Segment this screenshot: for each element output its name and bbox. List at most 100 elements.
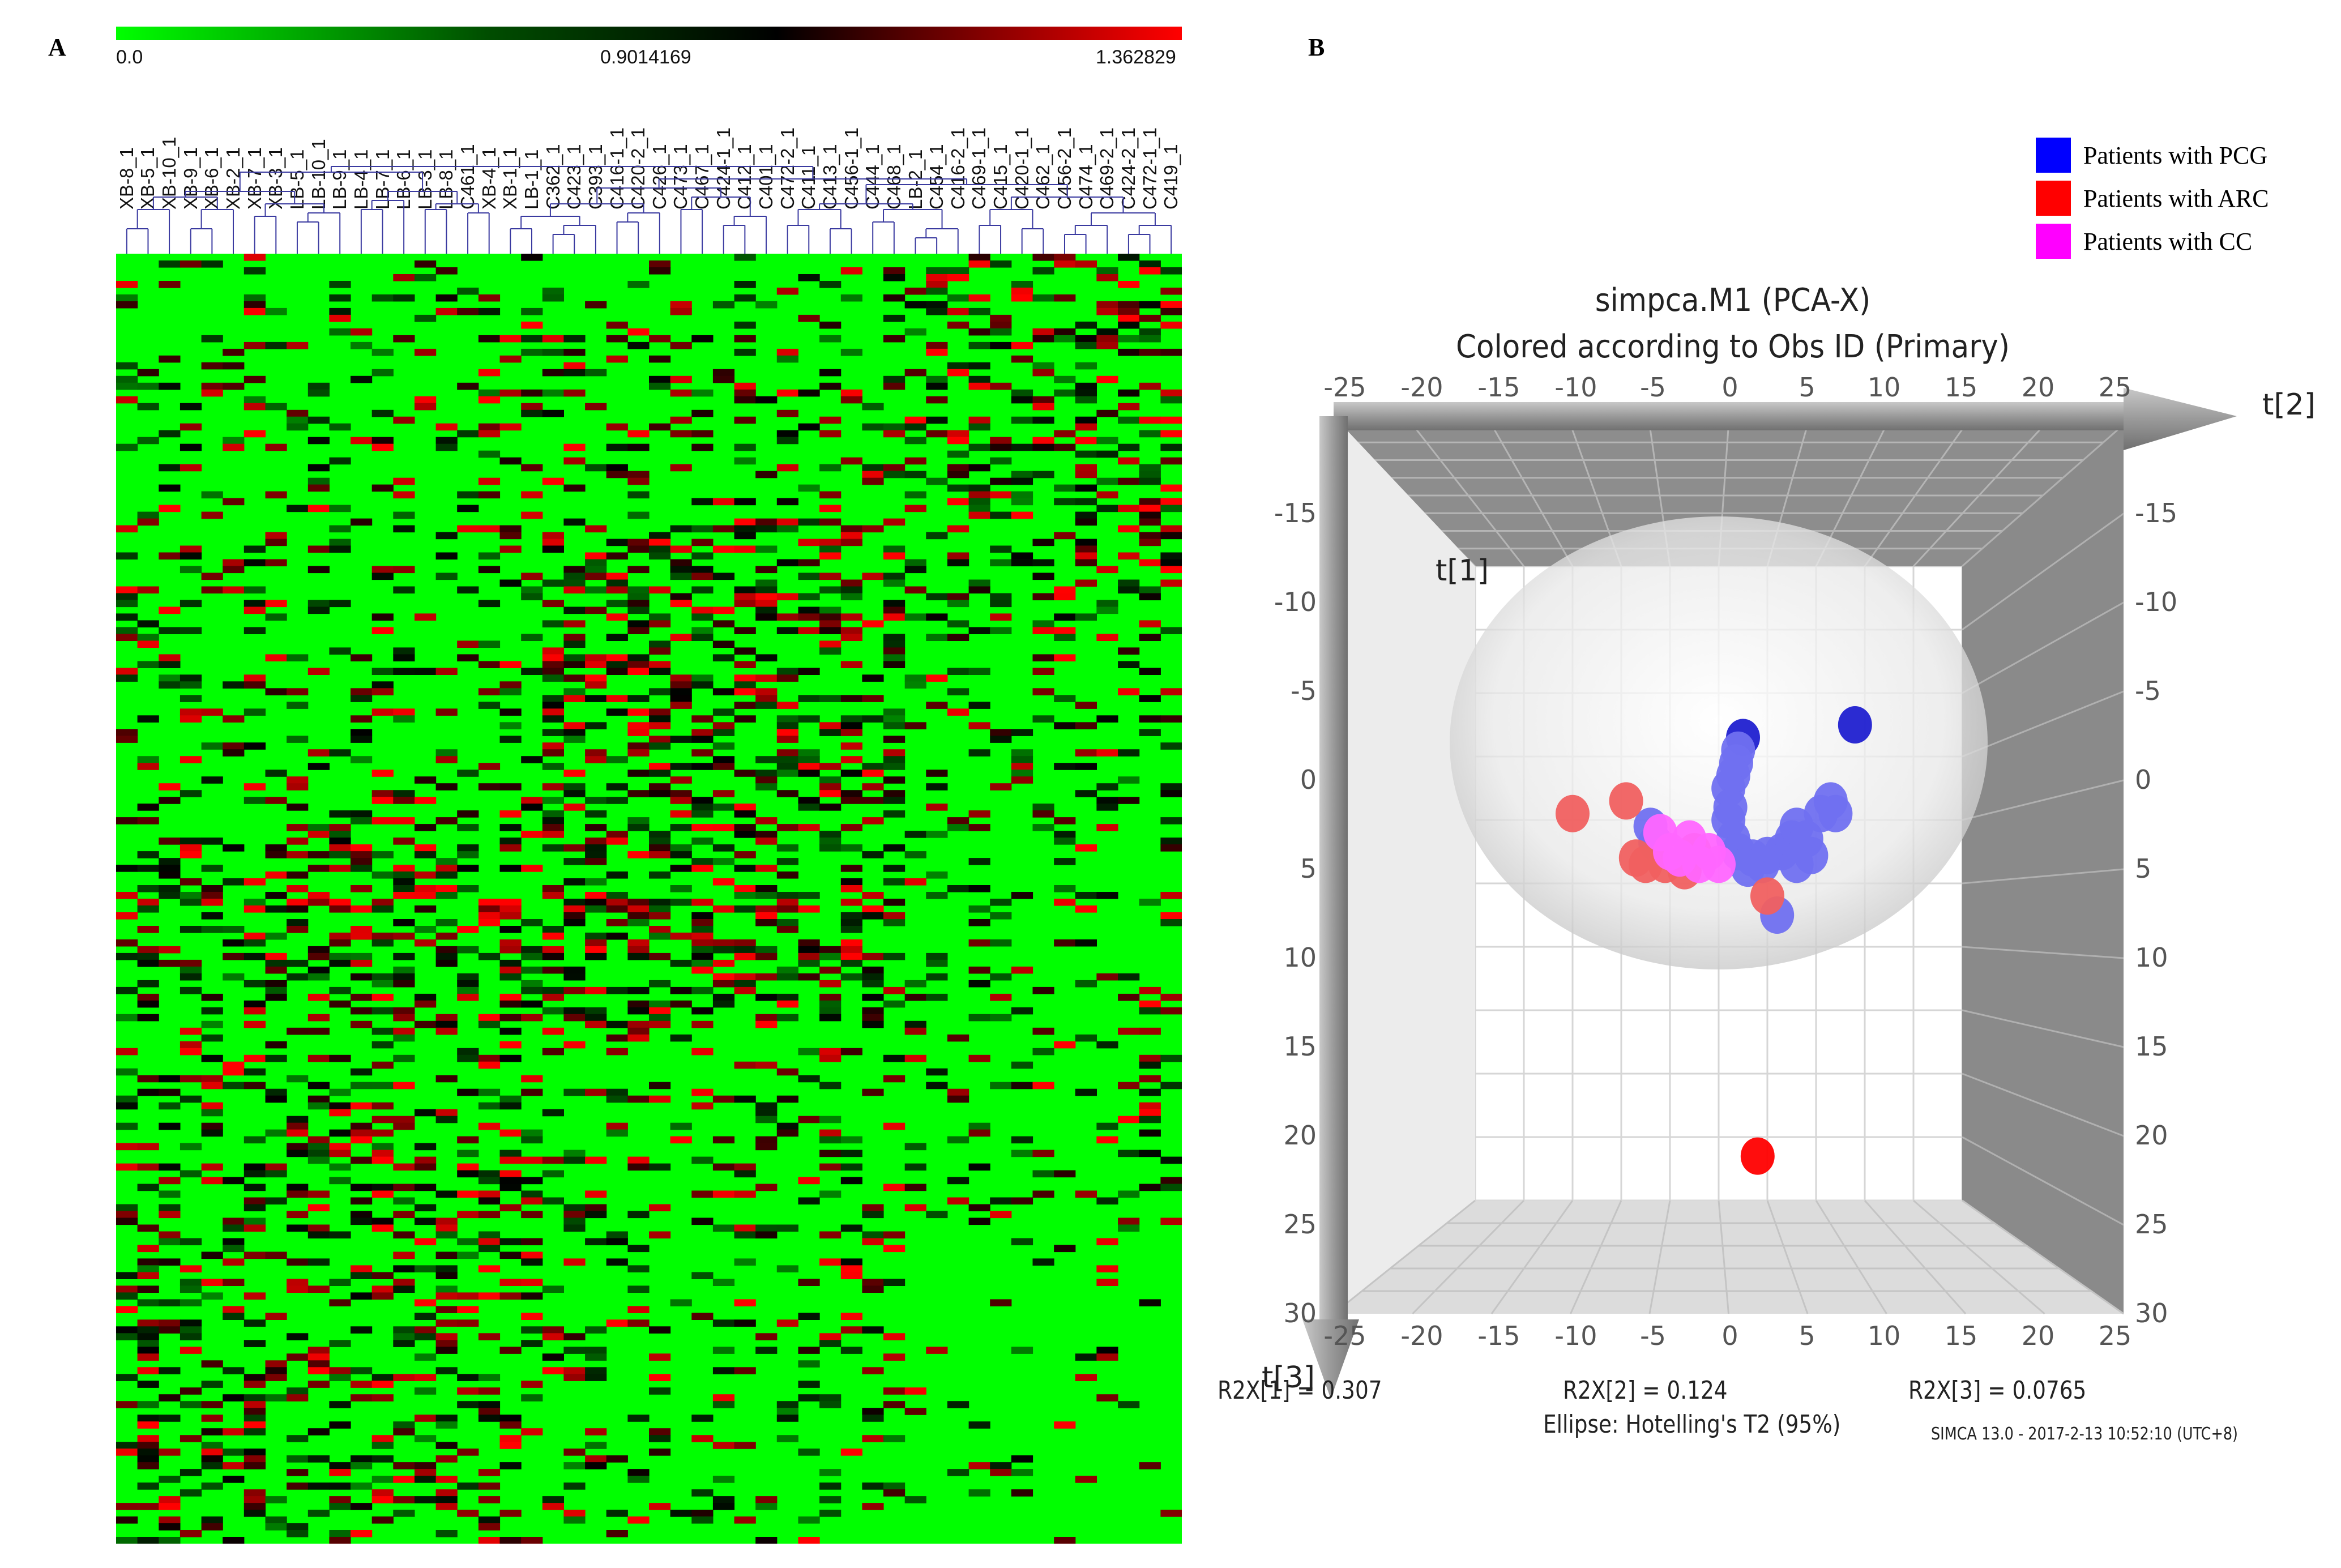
heatmap-cell bbox=[1032, 559, 1054, 567]
heatmap-cell bbox=[1139, 559, 1161, 567]
heatmap-cell bbox=[1160, 844, 1182, 852]
heatmap-cell bbox=[223, 1537, 245, 1544]
heatmap-cell bbox=[819, 695, 841, 702]
heatmap-cell bbox=[627, 1156, 650, 1164]
heatmap-cell bbox=[798, 613, 820, 621]
heatmap-cell bbox=[1054, 695, 1076, 702]
heatmap-cell bbox=[351, 341, 373, 349]
heatmap-cell bbox=[968, 702, 990, 709]
heatmap-cell bbox=[521, 335, 543, 343]
heatmap-cell bbox=[457, 926, 479, 933]
heatmap-cell bbox=[606, 919, 628, 926]
heatmap-cell bbox=[840, 532, 862, 540]
heatmap-cell bbox=[542, 294, 564, 302]
heatmap-cell bbox=[1032, 294, 1054, 302]
heatmap-cell bbox=[521, 409, 543, 417]
heatmap-cell bbox=[1011, 729, 1033, 736]
heatmap-cell bbox=[457, 810, 479, 818]
heatmap-cell bbox=[415, 260, 437, 268]
heatmap-cell bbox=[1118, 797, 1140, 804]
heatmap-cell bbox=[244, 1455, 266, 1463]
heatmap-cell bbox=[627, 1000, 650, 1008]
heatmap-cell bbox=[137, 1184, 159, 1191]
heatmap-cell bbox=[734, 661, 756, 668]
heatmap-cell bbox=[499, 1238, 522, 1246]
heatmap-cell bbox=[712, 756, 735, 763]
heatmap-cell bbox=[201, 362, 223, 370]
heatmap-cell bbox=[563, 1510, 586, 1517]
heatmap-cell bbox=[478, 1496, 501, 1503]
heatmap-cell bbox=[265, 559, 287, 567]
heatmap-cell bbox=[1032, 362, 1054, 370]
heatmap-cell bbox=[563, 1449, 586, 1456]
heatmap-cell bbox=[776, 770, 798, 777]
heatmap-cell bbox=[776, 926, 798, 933]
t2-tick-label-bottom: 0 bbox=[1721, 1321, 1738, 1351]
heatmap-cell bbox=[1011, 389, 1033, 397]
heatmap-cell bbox=[180, 708, 202, 716]
heatmap-cell bbox=[862, 1482, 884, 1490]
heatmap-cell bbox=[499, 736, 522, 743]
heatmap-cell bbox=[351, 1122, 373, 1130]
heatmap-cell bbox=[201, 926, 223, 933]
heatmap-cell bbox=[223, 973, 245, 981]
heatmap-cell bbox=[457, 824, 479, 831]
heatmap-cell bbox=[1118, 1401, 1140, 1408]
heatmap-cell bbox=[371, 1061, 394, 1069]
heatmap-cell bbox=[435, 1530, 458, 1537]
score-point bbox=[1779, 845, 1814, 883]
heatmap-cell bbox=[947, 362, 969, 370]
heatmap-cell bbox=[415, 1333, 437, 1340]
heatmap-cell bbox=[201, 1401, 223, 1408]
heatmap-cell bbox=[393, 1428, 415, 1435]
heatmap-cell bbox=[137, 926, 159, 933]
heatmap-cell bbox=[691, 959, 714, 967]
heatmap-cell bbox=[649, 586, 671, 594]
heatmap-cell bbox=[521, 1251, 543, 1259]
t3-tick-label-left: -15 bbox=[1274, 498, 1317, 528]
heatmap-cell bbox=[1139, 382, 1161, 390]
heatmap-cell bbox=[990, 613, 1012, 621]
heatmap-cell bbox=[371, 681, 394, 689]
heatmap-cell bbox=[691, 824, 714, 831]
heatmap-cell bbox=[606, 1129, 628, 1137]
heatmap-cell bbox=[137, 1000, 159, 1008]
heatmap-cell bbox=[968, 586, 990, 594]
heatmap-cell bbox=[457, 885, 479, 892]
heatmap-cell bbox=[819, 946, 841, 954]
heatmap bbox=[116, 254, 1182, 1544]
heatmap-cell bbox=[585, 654, 607, 661]
heatmap-cell bbox=[883, 1333, 905, 1340]
heatmap-cell bbox=[1054, 586, 1076, 594]
heatmap-cell bbox=[1118, 389, 1140, 397]
heatmap-cell bbox=[542, 1333, 564, 1340]
heatmap-cell bbox=[862, 1211, 884, 1219]
heatmap-cell bbox=[435, 1340, 458, 1347]
heatmap-cell bbox=[883, 267, 905, 275]
heatmap-cell bbox=[201, 1482, 223, 1490]
heatmap-cell bbox=[819, 518, 841, 526]
heatmap-cell bbox=[819, 844, 841, 852]
heatmap-cell bbox=[606, 443, 628, 451]
heatmap-cell bbox=[244, 1000, 266, 1008]
heatmap-cell bbox=[691, 952, 714, 960]
heatmap-cell bbox=[180, 1299, 202, 1306]
heatmap-cell bbox=[712, 375, 735, 383]
heatmap-cell bbox=[1075, 396, 1097, 404]
heatmap-cell bbox=[734, 254, 756, 261]
heatmap-cell bbox=[691, 736, 714, 743]
heatmap-cell bbox=[1160, 525, 1182, 533]
heatmap-cell bbox=[415, 1000, 437, 1008]
heatmap-cell bbox=[435, 756, 458, 763]
heatmap-cell bbox=[691, 1007, 714, 1015]
heatmap-cell bbox=[415, 1184, 437, 1191]
heatmap-cell bbox=[329, 1231, 351, 1239]
heatmap-cell bbox=[563, 348, 586, 356]
heatmap-cell bbox=[1160, 1217, 1182, 1225]
heatmap-cell bbox=[904, 559, 926, 567]
heatmap-cell bbox=[1096, 1265, 1118, 1272]
heatmap-cell bbox=[734, 647, 756, 655]
heatmap-cell bbox=[137, 905, 159, 913]
heatmap-cell bbox=[351, 729, 373, 736]
heatmap-cell bbox=[499, 1204, 522, 1212]
